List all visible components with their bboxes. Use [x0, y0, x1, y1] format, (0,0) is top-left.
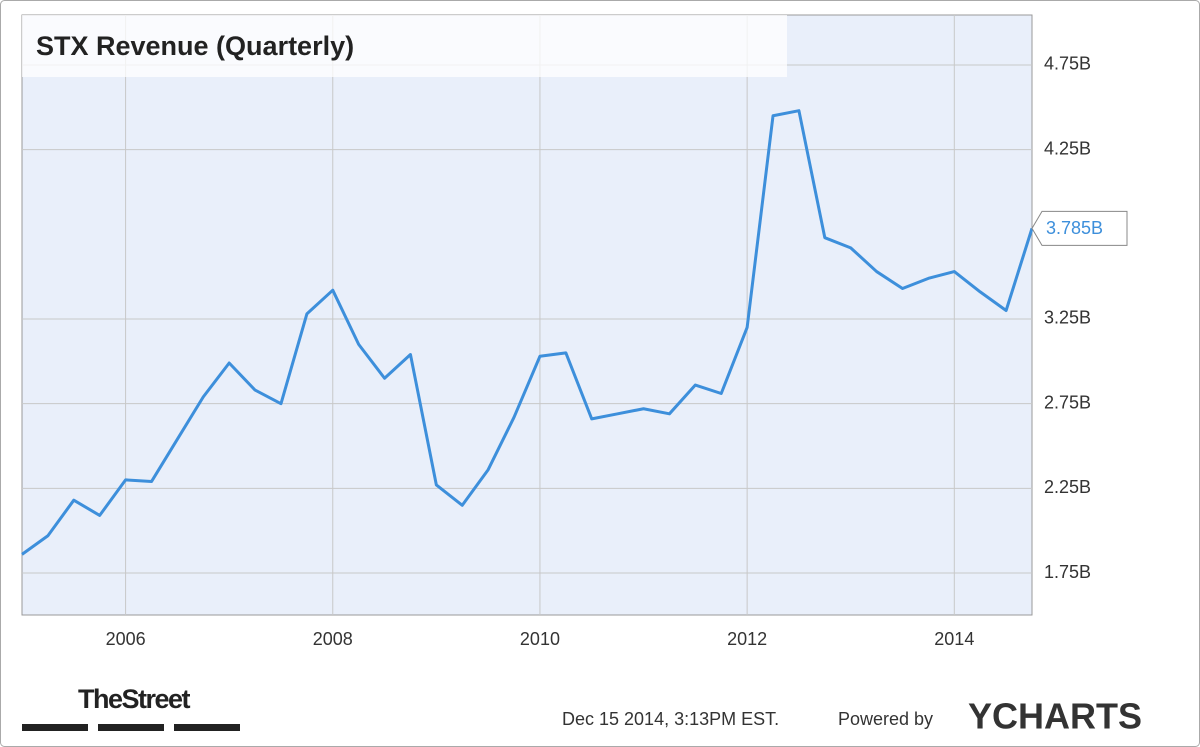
brand-logo: TheStreet — [78, 684, 191, 714]
logo-bar — [22, 724, 88, 731]
x-tick-label: 2008 — [313, 629, 353, 649]
y-tick-label: 3.25B — [1044, 308, 1091, 328]
logo-bar — [98, 724, 164, 731]
chart-title: STX Revenue (Quarterly) — [36, 31, 354, 61]
timestamp: Dec 15 2014, 3:13PM EST. — [562, 709, 779, 729]
powered-by: Powered by — [838, 709, 933, 729]
y-tick-label: 4.25B — [1044, 138, 1091, 158]
x-tick-label: 2012 — [727, 629, 767, 649]
x-tick-label: 2006 — [106, 629, 146, 649]
y-tick-label: 2.75B — [1044, 392, 1091, 412]
provider-logo: YCHARTS — [968, 696, 1142, 737]
logo-bar — [174, 724, 240, 731]
value-label: 3.785B — [1046, 218, 1103, 238]
y-tick-label: 4.75B — [1044, 54, 1091, 74]
plot-area — [21, 14, 1033, 616]
line — [21, 109, 1034, 556]
y-tick-label: 1.75B — [1044, 562, 1091, 582]
title-box — [22, 15, 787, 77]
x-tick-label: 2014 — [934, 629, 974, 649]
x-tick-label: 2010 — [520, 629, 560, 649]
y-tick-label: 2.25B — [1044, 477, 1091, 497]
value-label-box — [1031, 210, 1128, 246]
